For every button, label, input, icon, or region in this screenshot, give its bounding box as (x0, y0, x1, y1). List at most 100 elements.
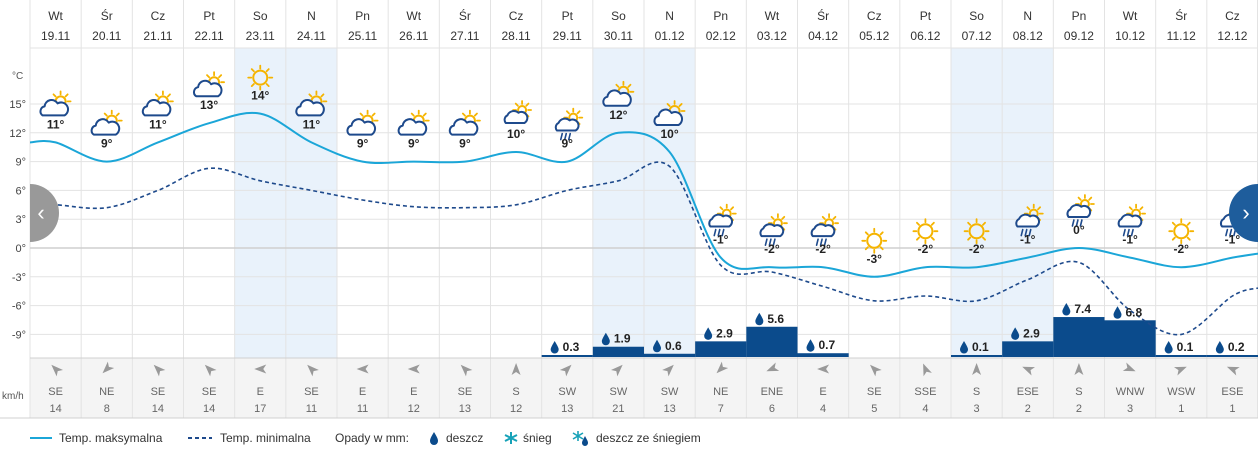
day-name: Pn (355, 9, 370, 23)
partly-cloudy-icon (90, 109, 123, 136)
max-temp-label: 0° (1073, 223, 1085, 237)
cloudy-sun-icon (503, 100, 532, 124)
max-temp-label: 10° (507, 127, 525, 141)
day-name: Cz (867, 9, 882, 23)
day-name: Wt (765, 9, 780, 23)
wind-arrow-icon (204, 364, 217, 377)
weekend-band (234, 48, 286, 358)
wind-speed: 11 (357, 403, 368, 415)
cloud-shape (554, 117, 580, 132)
max-temp-label: 9° (459, 137, 471, 151)
wind-direction: SE (151, 386, 166, 398)
partly-cloudy-icon (39, 90, 72, 117)
wind-arrow-icon (1173, 366, 1187, 376)
legend-rain-label: deszcz (446, 431, 483, 445)
precip-label: 6.8 (1126, 305, 1143, 319)
day-date: 02.12 (706, 29, 736, 43)
weekend-band (951, 48, 1003, 358)
max-temp-label: 10° (661, 127, 679, 141)
sun-ray (781, 215, 786, 220)
max-temp-label: -2° (1174, 242, 1190, 256)
day-date: 20.11 (92, 29, 121, 43)
sun-icon (963, 218, 990, 245)
cloud-shape (448, 118, 479, 136)
rain-stroke (721, 228, 725, 237)
day-name: Wt (1123, 9, 1138, 23)
day-date: 09.12 (1064, 29, 1094, 43)
rain-stroke (717, 228, 721, 237)
prev-button-bg[interactable] (30, 184, 59, 242)
sun-ray (265, 83, 270, 87)
day-name: Śr (1175, 8, 1187, 23)
day-name: Pn (1072, 9, 1087, 23)
rain-stroke (823, 238, 827, 246)
rain-drop-icon (1113, 306, 1122, 319)
sun-ray (666, 103, 671, 107)
rain-stroke (819, 238, 823, 246)
chevron-left-icon[interactable]: ‹ (37, 200, 44, 225)
wind-speed: 3 (1127, 403, 1133, 415)
max-temp-label: 12° (609, 108, 627, 122)
wind-direction: WNW (1116, 386, 1145, 398)
max-temp-label: -1° (1020, 233, 1036, 247)
wind-speed: 2 (1025, 403, 1031, 415)
weekend-band (644, 48, 696, 358)
wind-speed: 4 (820, 403, 826, 415)
precip-label: 1.9 (614, 332, 631, 346)
max-temp-label: -1° (713, 233, 729, 247)
wind-arrow-icon (153, 364, 166, 377)
sun-ray (930, 221, 935, 226)
wind-direction: SE (202, 386, 217, 398)
wind-speed: 14 (152, 403, 164, 415)
sun-ray (206, 74, 211, 79)
wind-speed: 4 (922, 403, 928, 415)
day-name: So (611, 9, 626, 23)
cloud-shape (1015, 213, 1040, 228)
wind-arrow-icon (972, 363, 982, 375)
rain-stroke (1229, 228, 1233, 237)
cloud-shape (90, 118, 121, 136)
partly-cloudy-icon (602, 80, 635, 107)
precip-label: 0.1 (972, 340, 989, 354)
precip-bar (541, 355, 593, 357)
precip-bars (541, 317, 1258, 357)
wind-row: km/h SE14NE8SE14SE14E17SE11E11E12SE13S12… (2, 361, 1243, 415)
sun-ray (879, 231, 884, 236)
day-date: 05.12 (859, 29, 889, 43)
day-date: 22.11 (195, 29, 224, 43)
max-temp-label: -1° (1225, 233, 1241, 247)
day-date: 23.11 (246, 29, 275, 43)
sun-icon (1168, 218, 1195, 245)
next-button[interactable]: › (1229, 184, 1258, 242)
sun-ray (864, 231, 869, 236)
weekend-band (1002, 48, 1054, 358)
sun-ray (1186, 221, 1191, 226)
rain-stroke (1075, 219, 1079, 227)
prev-button[interactable]: ‹ (30, 184, 59, 242)
max-temp-label: 13° (200, 98, 218, 112)
wind-arrow-icon (1122, 362, 1136, 372)
day-name: Śr (817, 8, 829, 23)
precip-bar (746, 326, 798, 357)
wind-direction: SE (304, 386, 319, 398)
sun-ray (821, 215, 826, 220)
y-axis: °C 15° 12° 9° 6° 3° 0° -3° -6° -9° (9, 71, 26, 341)
day-name: Pt (203, 9, 215, 23)
rain-drop-icon (550, 341, 559, 354)
next-button-bg[interactable] (1229, 184, 1258, 242)
sun-ray (982, 236, 986, 241)
rain-drop-icon (1215, 341, 1224, 354)
day-date: 01.12 (655, 29, 685, 43)
precip-bar (1155, 355, 1207, 357)
rain-drop-icon (960, 341, 968, 354)
sun-disc (917, 223, 934, 240)
cloud-shape (810, 223, 836, 238)
sun-ray (461, 112, 466, 117)
chevron-right-icon[interactable]: › (1242, 200, 1249, 225)
precip-bar (1104, 320, 1156, 357)
day-name: Wt (406, 9, 421, 23)
max-temp-label: -2° (969, 242, 985, 256)
sun-icon (861, 227, 888, 254)
day-name: Cz (1225, 9, 1240, 23)
partly-cloudy-icon (295, 90, 328, 117)
